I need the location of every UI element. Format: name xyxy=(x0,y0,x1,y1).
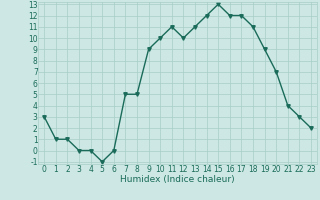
X-axis label: Humidex (Indice chaleur): Humidex (Indice chaleur) xyxy=(120,175,235,184)
